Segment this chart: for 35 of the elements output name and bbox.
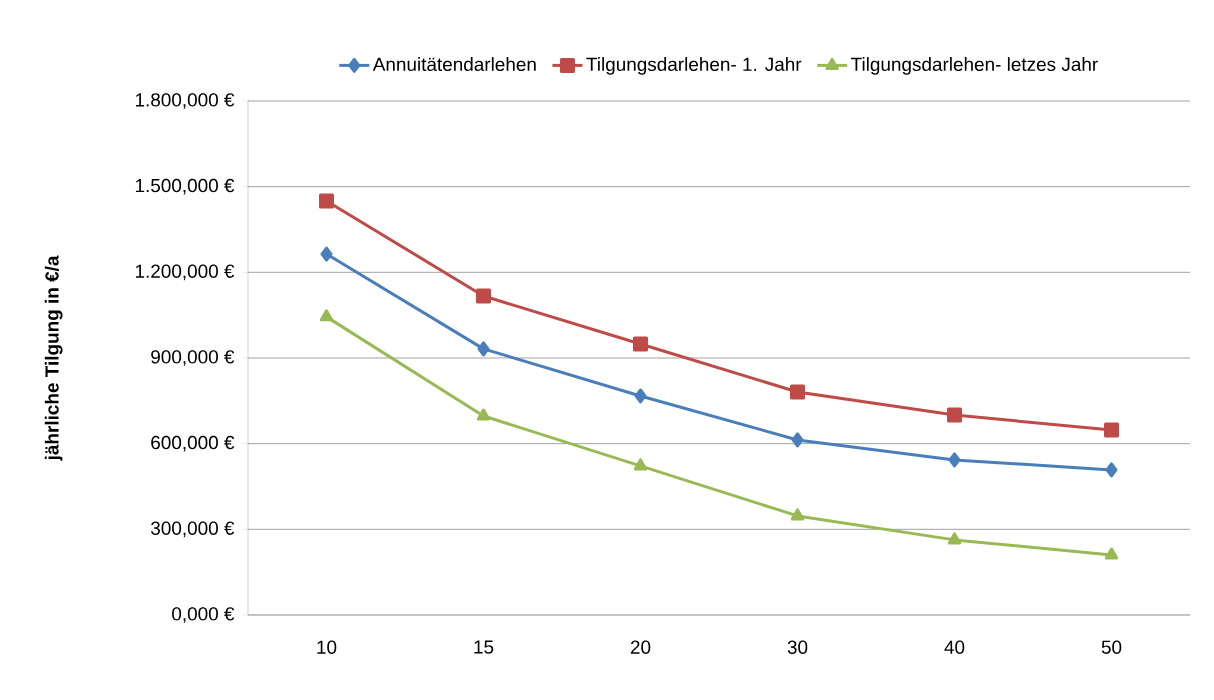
- point: [790, 384, 806, 400]
- x-tick-label: 10: [317, 640, 337, 654]
- point: [319, 193, 335, 209]
- point: [1104, 422, 1120, 438]
- point: [634, 388, 647, 404]
- point: [947, 532, 962, 545]
- x-tick-label: 15: [474, 640, 494, 654]
- x-tick-label: 30: [787, 640, 808, 654]
- point: [1104, 547, 1119, 560]
- point: [948, 452, 961, 468]
- y-tick-label: 1.200,000 €: [135, 264, 235, 281]
- point: [320, 246, 333, 262]
- point: [476, 288, 492, 304]
- x-tick-label: 50: [1101, 640, 1122, 654]
- x-tick-label: 20: [630, 640, 651, 654]
- y-tick-label: 300,000 €: [151, 521, 235, 538]
- y-tick-label: 600,000 €: [151, 435, 235, 452]
- legend-label: Tilgungsdarlehen- 1. Jahr: [586, 57, 802, 75]
- point: [476, 408, 491, 421]
- y-axis-title: jährliche Tilgung in €/a: [44, 255, 63, 461]
- y-tick-label: 0,000 €: [172, 607, 235, 623]
- legend-label: Annuitätendarlehen: [372, 57, 536, 72]
- point: [1105, 462, 1118, 478]
- point: [319, 309, 334, 322]
- x-tick-label: 40: [944, 640, 965, 654]
- y-tick-label: 900,000 €: [151, 350, 235, 366]
- point: [790, 508, 805, 521]
- point: [633, 336, 649, 352]
- point: [947, 407, 963, 423]
- y-tick-label: 1.800,000 €: [135, 93, 235, 109]
- point: [791, 432, 804, 448]
- point: [633, 458, 648, 471]
- point: [477, 341, 490, 357]
- legend-label: Tilgungsdarlehen- letzes Jahr: [851, 57, 1098, 75]
- y-tick-label: 1.500,000 €: [135, 178, 235, 195]
